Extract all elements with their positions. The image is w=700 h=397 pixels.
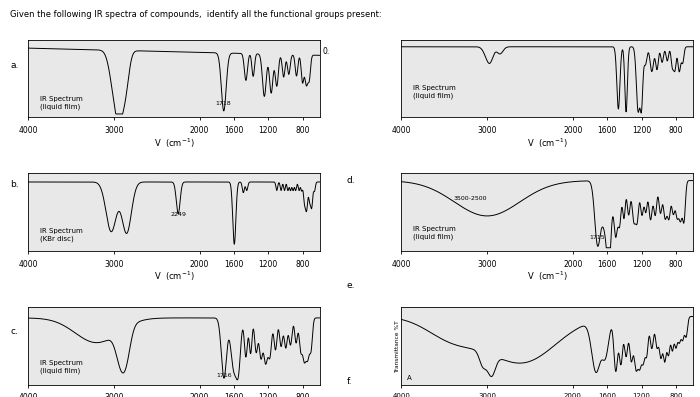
Text: IR Spectrum
(KBr disc): IR Spectrum (KBr disc) — [40, 228, 83, 242]
Text: 2249: 2249 — [170, 212, 186, 217]
X-axis label: V  (cm$^{-1}$): V (cm$^{-1}$) — [527, 270, 568, 283]
Text: IR Spectrum
(liquid film): IR Spectrum (liquid film) — [413, 226, 456, 241]
Text: IR Spectrum
(liquid film): IR Spectrum (liquid film) — [40, 360, 83, 374]
Y-axis label: Transmittance %T: Transmittance %T — [395, 320, 400, 372]
Text: 1718: 1718 — [215, 102, 230, 106]
Text: a.: a. — [10, 61, 19, 70]
Text: 0.: 0. — [323, 47, 330, 56]
Text: A: A — [407, 375, 412, 381]
Text: f.: f. — [346, 377, 352, 385]
Text: 1715: 1715 — [589, 235, 606, 240]
Text: Given the following IR spectra of compounds,  identify all the functional groups: Given the following IR spectra of compou… — [10, 10, 382, 19]
Text: e.: e. — [346, 281, 355, 290]
Text: IR Spectrum
(liquid film): IR Spectrum (liquid film) — [413, 85, 456, 99]
Text: 1716: 1716 — [216, 373, 232, 378]
Text: 3500-2500: 3500-2500 — [453, 196, 486, 200]
Text: c.: c. — [10, 327, 18, 336]
X-axis label: V  (cm$^{-1}$): V (cm$^{-1}$) — [153, 270, 194, 283]
X-axis label: V  (cm$^{-1}$): V (cm$^{-1}$) — [153, 136, 194, 150]
Text: d.: d. — [346, 176, 355, 185]
Text: IR Spectrum
(liquid film): IR Spectrum (liquid film) — [40, 96, 83, 110]
X-axis label: V  (cm$^{-1}$): V (cm$^{-1}$) — [527, 136, 568, 150]
Text: b.: b. — [10, 180, 19, 189]
